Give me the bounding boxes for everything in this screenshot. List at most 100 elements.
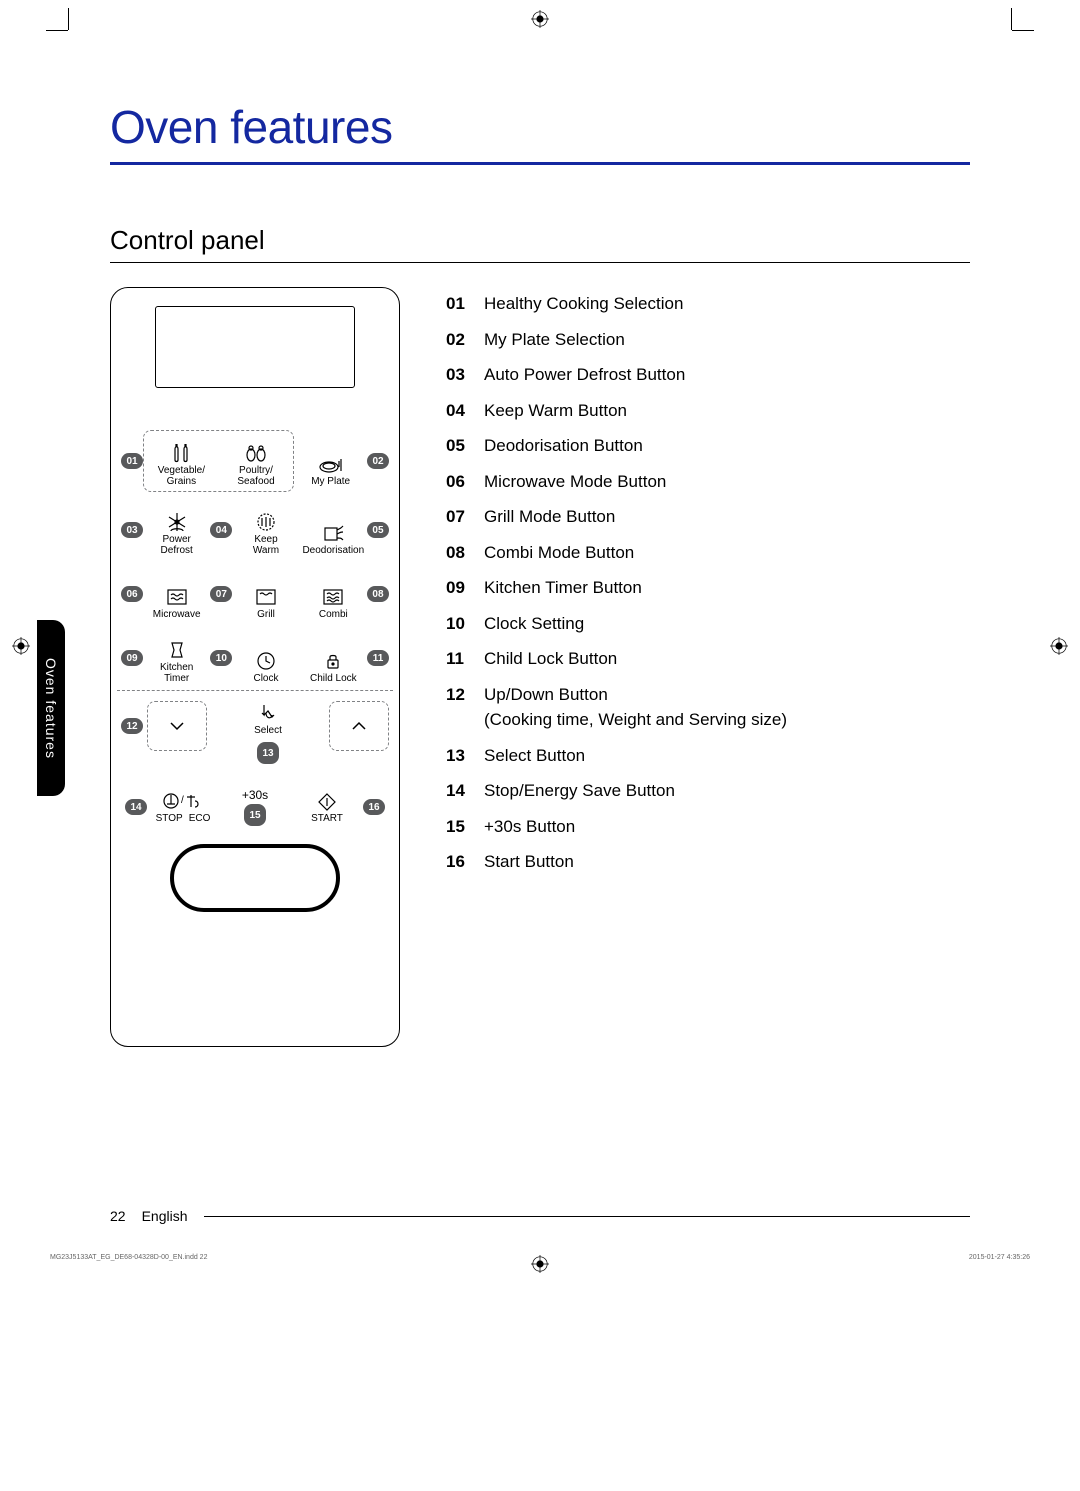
crop-mark — [46, 30, 68, 31]
select-icon — [254, 701, 282, 723]
button-label: Power Defrost — [161, 535, 193, 556]
button-label: STOP — [156, 813, 183, 824]
poultry-icon — [242, 442, 270, 464]
side-tab: Oven features — [37, 620, 65, 796]
legend-text: Keep Warm Button — [484, 398, 970, 424]
control-panel-diagram: 01 Vegetable/ Grains Poultry/ Seafood — [110, 287, 400, 1047]
callout-badge: 04 — [210, 522, 232, 538]
panel-row: 14 / STOP ECO +30s 15 — [117, 784, 393, 830]
legend-number: 06 — [446, 469, 472, 495]
legend-number: 04 — [446, 398, 472, 424]
crop-mark — [1011, 8, 1012, 30]
legend-item: 01 Healthy Cooking Selection — [446, 291, 970, 317]
legend-list: 01 Healthy Cooking Selection 02 My Plate Se… — [446, 287, 970, 1047]
callout-badge: 11 — [367, 650, 389, 666]
legend-item: 10 Clock Setting — [446, 611, 970, 637]
legend-item: 04 Keep Warm Button — [446, 398, 970, 424]
callout-badge: 14 — [125, 799, 147, 815]
crop-mark — [1012, 30, 1034, 31]
legend-text: Clock Setting — [484, 611, 970, 637]
down-button-outline — [147, 701, 207, 751]
legend-text: +30s Button — [484, 814, 970, 840]
legend-text: Healthy Cooking Selection — [484, 291, 970, 317]
clock-icon — [252, 650, 280, 672]
legend-item: 07 Grill Mode Button — [446, 504, 970, 530]
callout-badge: 02 — [367, 453, 389, 469]
microwave-icon — [163, 586, 191, 608]
up-button-outline — [329, 701, 389, 751]
callout-badge: 16 — [363, 799, 385, 815]
legend-item: 14Stop/Energy Save Button — [446, 778, 970, 804]
legend-number: 03 — [446, 362, 472, 388]
footer-rule — [204, 1216, 971, 1217]
button-label: My Plate — [311, 477, 350, 488]
timer-icon — [163, 639, 191, 661]
callout-badge: 12 — [121, 718, 143, 734]
legend-item: 13Select Button — [446, 743, 970, 769]
legend-item: 02 My Plate Selection — [446, 327, 970, 353]
vegetable-icon — [167, 442, 195, 464]
panel-row: 09 Kitchen Timer 10 Clock Child Lock — [117, 626, 393, 690]
legend-item: 09Kitchen Timer Button — [446, 575, 970, 601]
legend-text: Microwave Mode Button — [484, 469, 970, 495]
callout-badge: 03 — [121, 522, 143, 538]
button-label: Microwave — [153, 610, 201, 621]
button-label: ECO — [189, 813, 211, 824]
defrost-icon — [163, 511, 191, 533]
panel-row: 01 Vegetable/ Grains Poultry/ Seafood — [117, 424, 393, 498]
my-plate-icon — [317, 453, 345, 475]
button-label: Deodorisation — [302, 546, 364, 557]
registration-mark-icon — [12, 637, 30, 655]
callout-badge: 10 — [210, 650, 232, 666]
button-label: Clock — [253, 674, 278, 685]
legend-text: My Plate Selection — [484, 327, 970, 353]
legend-number: 02 — [446, 327, 472, 353]
panel-row: 03 Power Defrost 04 Keep Warm Deodor — [117, 498, 393, 562]
legend-text: Auto Power Defrost Button — [484, 362, 970, 388]
legend-text: Deodorisation Button — [484, 433, 970, 459]
page-title: Oven features — [110, 100, 970, 165]
callout-badge: 01 — [121, 453, 143, 469]
legend-number: 12 — [446, 682, 472, 733]
registration-mark-icon — [1050, 637, 1068, 655]
legend-number: 07 — [446, 504, 472, 530]
dial-outline — [170, 844, 340, 912]
legend-number: 08 — [446, 540, 472, 566]
button-label: +30s — [242, 788, 268, 802]
callout-badge: 06 — [121, 586, 143, 602]
print-metadata: MG23J5133AT_EG_DE68-04328D-00_EN.indd 22… — [50, 1254, 1030, 1261]
legend-text: Select Button — [484, 743, 970, 769]
legend-number: 14 — [446, 778, 472, 804]
deodorisation-icon — [319, 522, 347, 544]
legend-number: 10 — [446, 611, 472, 637]
callout-badge: 15 — [244, 804, 266, 826]
callout-badge: 08 — [367, 586, 389, 602]
legend-item: 15 +30s Button — [446, 814, 970, 840]
grill-icon — [252, 586, 280, 608]
panel-row: 12 Select 13 — [117, 690, 393, 770]
svg-text:/: / — [181, 795, 184, 806]
legend-text: Grill Mode Button — [484, 504, 970, 530]
button-label: Grill — [257, 610, 275, 621]
button-label: Vegetable/ Grains — [158, 466, 205, 487]
combi-icon — [319, 586, 347, 608]
legend-item: 12Up/Down Button (Cooking time, Weight a… — [446, 682, 970, 733]
legend-number: 01 — [446, 291, 472, 317]
display-area — [155, 306, 355, 388]
legend-item: 08 Combi Mode Button — [446, 540, 970, 566]
legend-text: Combi Mode Button — [484, 540, 970, 566]
legend-text: Kitchen Timer Button — [484, 575, 970, 601]
legend-text: Start Button — [484, 849, 970, 875]
indd-filename: MG23J5133AT_EG_DE68-04328D-00_EN.indd 22 — [50, 1254, 207, 1261]
button-label: Kitchen Timer — [160, 663, 193, 684]
button-label: Keep Warm — [253, 535, 279, 556]
callout-badge: 05 — [367, 522, 389, 538]
button-label: Poultry/ Seafood — [237, 466, 274, 487]
registration-mark-icon — [531, 10, 549, 28]
start-icon — [313, 791, 341, 813]
callout-badge: 13 — [257, 742, 279, 764]
legend-number: 15 — [446, 814, 472, 840]
print-timestamp: 2015-01-27 4:35:26 — [969, 1254, 1030, 1261]
keep-warm-icon — [252, 511, 280, 533]
legend-item: 05Deodorisation Button — [446, 433, 970, 459]
